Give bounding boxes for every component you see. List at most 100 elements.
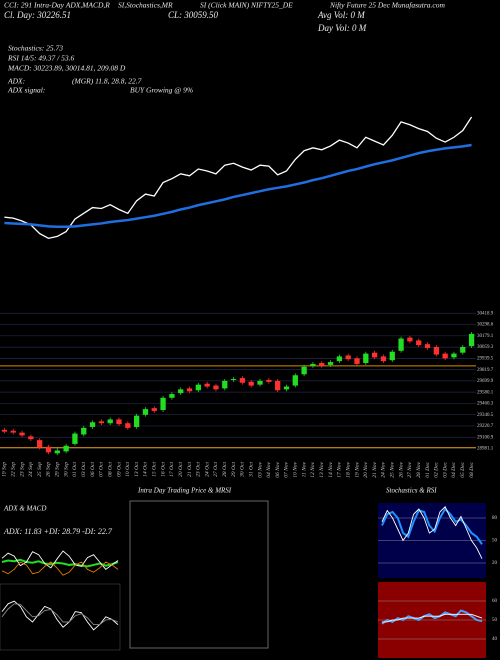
close: CL: 30059.50: [168, 10, 219, 20]
x-tick-label: 17 Oct: [169, 462, 175, 477]
y-tick-label: 29699.9: [477, 379, 494, 384]
x-tick-label: 24 Sep: [27, 462, 34, 477]
x-tick-label: 30 Oct: [240, 462, 246, 478]
x-tick-label: 06 Nov: [275, 461, 281, 477]
macd-text: MACD: 30223.89, 30014.81, 209.08 D: [7, 64, 126, 73]
panel-annotation: ADX: 11.83 +DI: 28.79 -DI: 22.7: [3, 527, 113, 536]
candle-body: [10, 430, 16, 433]
x-tick-label: 26 Sep: [46, 462, 52, 477]
x-tick-label: 29 Sep: [55, 462, 61, 477]
candle-body: [213, 385, 219, 390]
candle-body: [301, 366, 307, 375]
x-tick-label: 19 Sep: [2, 462, 8, 477]
candle-body: [327, 362, 334, 365]
macd-line: [1, 603, 119, 626]
x-tick-label: 27 Nov: [407, 461, 413, 477]
x-tick-label: 03 Oct: [81, 462, 87, 477]
candle-body: [54, 450, 60, 454]
candle-body: [407, 337, 413, 342]
x-tick-label: 21 Nov: [372, 461, 378, 477]
candle-body: [107, 419, 113, 424]
candle-body: [266, 379, 272, 382]
x-tick-label: 11 Nov: [301, 461, 307, 477]
candle-body: [380, 356, 387, 362]
candle-body: [160, 397, 166, 411]
y-tick-label: 30179.1: [477, 334, 494, 339]
y-tick-label: 29939.5: [477, 356, 494, 361]
candle-body: [248, 381, 254, 386]
x-tick-label: 06 Oct: [90, 462, 96, 477]
y-tick-label: 60: [492, 599, 498, 604]
x-tick-label: 04 Nov: [265, 461, 272, 477]
candle-body: [230, 379, 237, 380]
prev-close: Cl. Day: 30226.51: [4, 10, 71, 20]
x-tick-label: 15 Oct: [152, 462, 158, 477]
candle-body: [204, 383, 210, 387]
x-tick-label: 02 Dec: [434, 461, 440, 477]
candle-body: [1, 429, 8, 432]
macd-panel: [0, 583, 121, 651]
stoch-text: Stochastics: 25.73: [8, 44, 63, 53]
y-tick-label: 80: [492, 516, 498, 521]
x-tick-label: 14 Nov: [327, 461, 334, 477]
candle-body: [442, 353, 448, 359]
x-tick-label: 09 Oct: [116, 462, 122, 477]
candle-body: [98, 421, 105, 424]
x-tick-label: 01 Oct: [72, 462, 78, 477]
candle-body: [371, 352, 378, 358]
y-tick-label: 29220.7: [477, 424, 494, 429]
x-tick-label: 01 Dec: [425, 461, 431, 477]
candle-body: [142, 409, 149, 415]
x-tick-label: 24 Nov: [380, 461, 387, 477]
indicator-line: [381, 507, 483, 545]
candle-body: [398, 338, 404, 351]
candle-body: [116, 419, 122, 425]
x-tick-label: 24 Oct: [203, 462, 210, 477]
candle-body: [133, 415, 140, 427]
indicator-line: [382, 613, 483, 623]
x-tick-label: 18 Nov: [345, 461, 351, 477]
x-tick-label: 05 Dec: [460, 461, 466, 477]
y-tick-label: 20: [492, 561, 498, 566]
candle-body: [178, 389, 184, 394]
x-tick-label: 04 Dec: [450, 461, 457, 477]
candle-body: [345, 355, 351, 360]
avg-vol: Avg Vol: 0 M: [317, 10, 365, 20]
x-tick-label: 12 Nov: [310, 461, 316, 477]
x-tick-label: 03 Dec: [442, 461, 448, 477]
y-tick-label: 50: [492, 539, 498, 544]
intraday-panel: [129, 500, 269, 649]
candle-body: [257, 380, 263, 385]
candle-body: [283, 386, 290, 390]
price-line: [4, 116, 473, 240]
x-tick-label: 07 Nov: [284, 461, 290, 477]
panel-title: Intra Day Trading Price & MRSI: [137, 487, 232, 495]
y-tick-label: 30418.9: [477, 311, 494, 316]
x-tick-label: 19 Nov: [354, 461, 360, 477]
y-tick-label: 28981.1: [477, 447, 494, 452]
candle-body: [89, 422, 96, 427]
candle-body: [186, 388, 193, 392]
rsi-text: RSI 14/5: 49.37 / 53.6: [7, 54, 74, 63]
x-tick-label: 07 Oct: [99, 462, 105, 477]
candle-body: [424, 344, 431, 348]
candle-body: [169, 394, 175, 398]
macd-line: [1, 600, 119, 631]
candle-body: [195, 384, 201, 391]
x-tick-label: 28 Oct: [222, 462, 228, 477]
candle-body: [28, 436, 34, 440]
indicator-line: [381, 505, 483, 559]
y-tick-label: 29100.9: [477, 435, 494, 440]
y-tick-label: 29819.7: [477, 368, 494, 373]
candle-body: [239, 378, 246, 383]
candle-body: [354, 358, 360, 364]
candle-body: [275, 380, 281, 391]
y-tick-label: 29340.5: [477, 413, 494, 418]
x-tick-label: 17 Nov: [337, 461, 343, 477]
candle-body: [63, 445, 69, 452]
candle-body: [125, 423, 131, 428]
x-tick-label: 23 Oct: [196, 462, 202, 477]
x-tick-label: 13 Oct: [134, 462, 140, 477]
adx-values: (MGR) 11.8, 28.8, 22.7: [72, 77, 142, 86]
